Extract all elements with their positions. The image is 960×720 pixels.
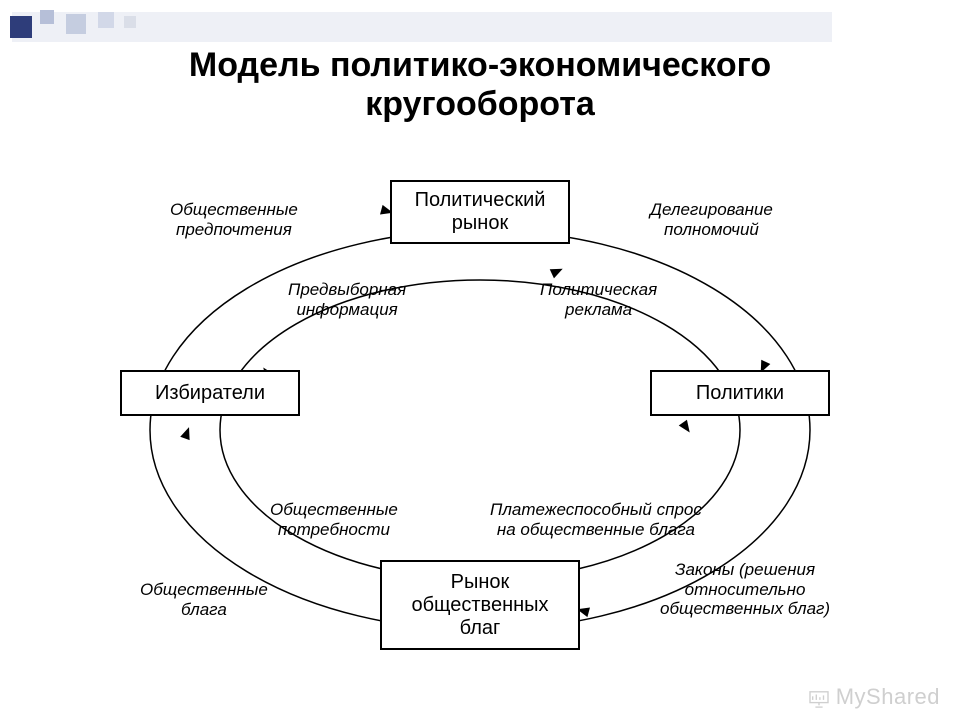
edge-label-in_tl: Предвыборная информация (288, 280, 406, 319)
edge-label-in_tr: Политическая реклама (540, 280, 657, 319)
watermark: MyShared (808, 684, 940, 710)
node-right: Политики (650, 370, 830, 416)
decor-square (124, 16, 136, 28)
header-decor (6, 6, 826, 40)
edge-label-out_br: Законы (решения относительно общественны… (660, 560, 830, 619)
edge-label-out_bl: Общественные блага (140, 580, 268, 619)
decor-square (66, 14, 86, 34)
node-bottom: Рынок общественных благ (380, 560, 580, 650)
watermark-text: MyShared (836, 684, 940, 710)
circular-flow-diagram: Политический рынок Политики Рынок обществе… (80, 170, 880, 690)
decor-square (98, 12, 114, 28)
node-top: Политический рынок (390, 180, 570, 244)
decor-square (40, 10, 54, 24)
node-left: Избиратели (120, 370, 300, 416)
presentation-icon (808, 688, 830, 706)
edge-label-in_bl: Общественные потребности (270, 500, 398, 539)
edge-label-out_tl: Общественные предпочтения (170, 200, 298, 239)
title-line1: Модель политико-экономического (189, 46, 771, 84)
decor-square (10, 16, 32, 38)
edge-label-in_br: Платежеспособный спрос на общественные б… (490, 500, 702, 539)
page-title: Модель политико-экономического кругообор… (0, 46, 960, 124)
edge-label-out_tr: Делегирование полномочий (650, 200, 773, 239)
title-line2: кругооборота (365, 85, 595, 123)
